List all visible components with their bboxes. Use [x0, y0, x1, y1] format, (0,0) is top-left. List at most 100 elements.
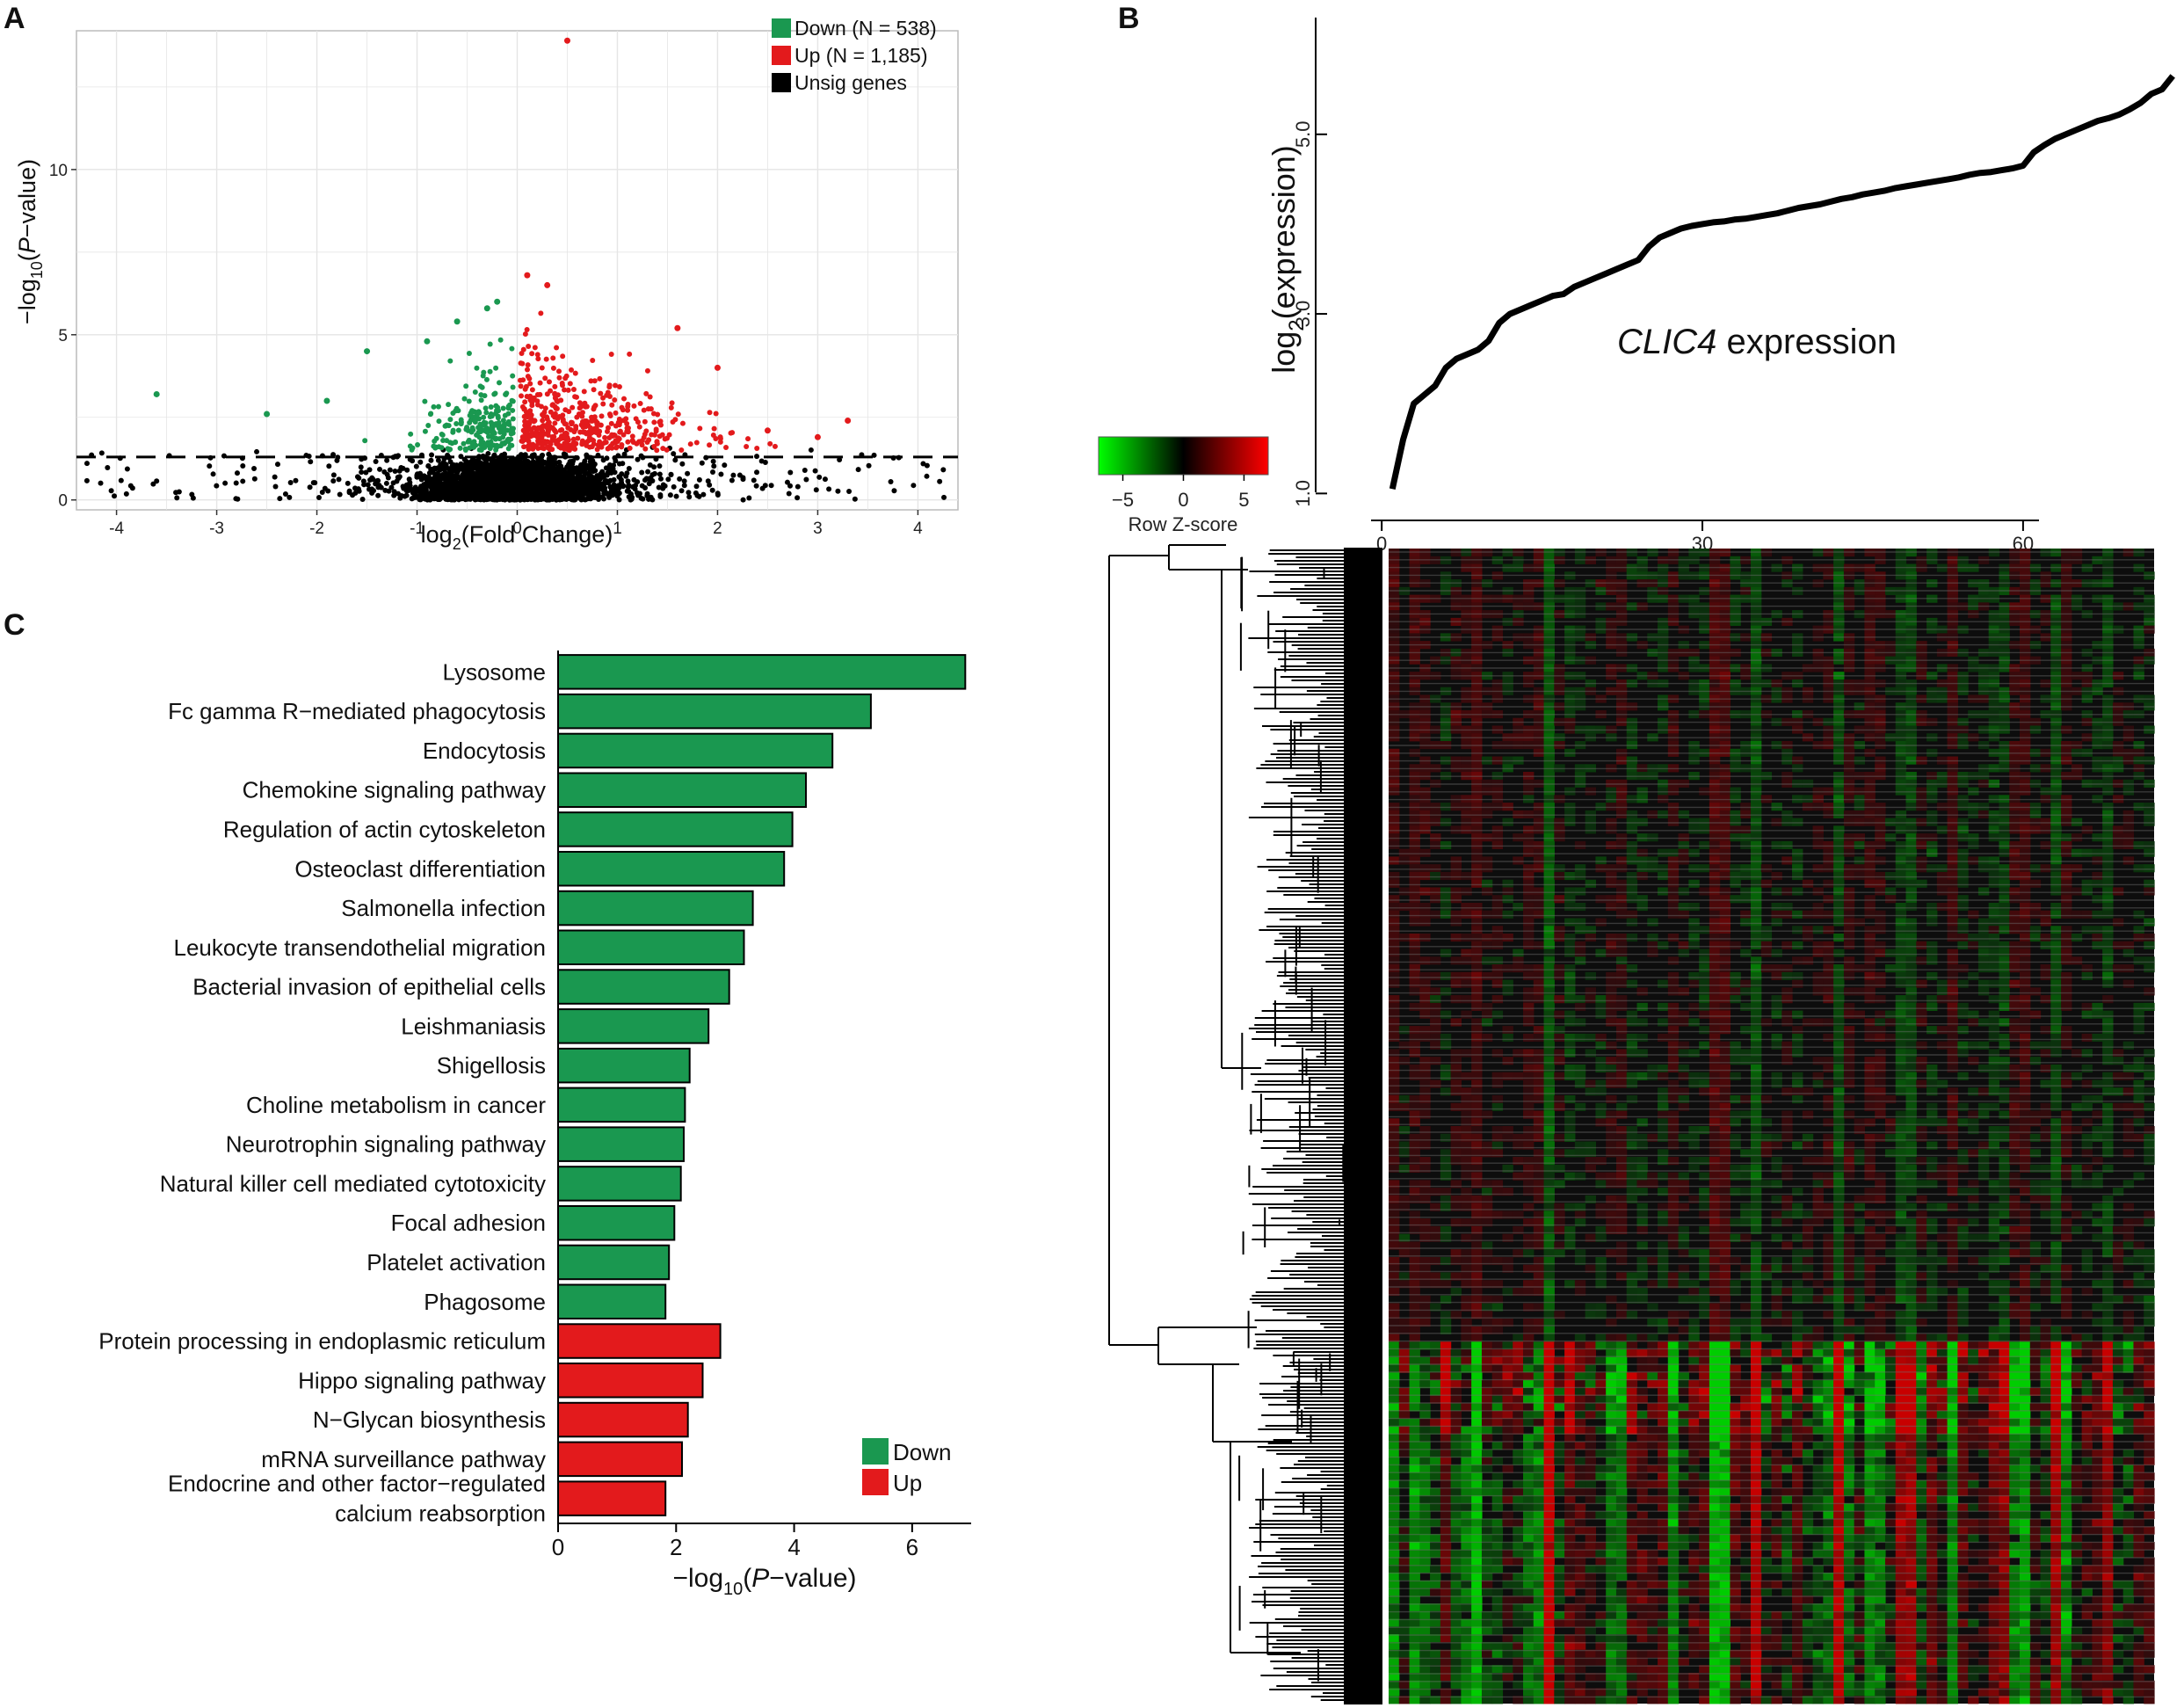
volcano-x-tick-label: 1 [613, 520, 622, 538]
volcano-point-up [599, 444, 605, 450]
volcano-point-unsig [574, 454, 580, 461]
volcano-point-unsig [710, 469, 716, 475]
volcano-point-up [600, 395, 606, 401]
volcano-point-up [606, 384, 613, 390]
volcano-point-up [649, 432, 655, 438]
volcano-point-down [455, 427, 461, 433]
volcano-point-up [697, 425, 703, 432]
volcano-point-unsig [547, 492, 553, 498]
volcano-point-unsig [662, 483, 668, 489]
volcano-point-up [544, 439, 550, 445]
volcano-point-up [570, 440, 577, 447]
volcano-point-up [519, 393, 525, 399]
volcano-point-unsig [475, 476, 481, 482]
volcano-point-up [814, 433, 821, 440]
volcano-point-up [543, 356, 549, 362]
volcano-point-up [641, 407, 647, 413]
volcano-point-up [541, 423, 547, 429]
volcano-point-unsig [812, 468, 818, 474]
volcano-point-unsig [584, 496, 591, 502]
volcano-point-up [615, 435, 621, 441]
volcano-point-unsig [642, 485, 649, 491]
volcano-point-unsig [457, 487, 463, 493]
volcano-point-unsig [640, 496, 646, 502]
volcano-point-unsig [634, 490, 640, 496]
volcano-point-unsig [523, 476, 529, 483]
volcano-point-unsig [174, 495, 180, 501]
volcano-point-up [579, 418, 585, 425]
volcano-point-down [489, 413, 495, 419]
volcano-point-unsig [272, 483, 279, 490]
volcano-point-up [597, 375, 603, 382]
volcano-point-unsig [504, 477, 511, 483]
volcano-point-unsig [715, 491, 721, 497]
volcano-point-unsig [808, 447, 814, 453]
volcano-point-down [446, 402, 452, 408]
volcano-point-unsig [525, 490, 531, 496]
volcano-point-unsig [835, 488, 841, 494]
volcano-point-up [624, 421, 630, 427]
colorbar-gradient [1098, 436, 1269, 476]
volcano-point-up [675, 411, 681, 418]
volcano-point-unsig [940, 467, 947, 473]
volcano-point-down [488, 419, 494, 425]
volcano-point-unsig [494, 470, 500, 476]
volcano-point-up [534, 398, 541, 404]
volcano-point-unsig [740, 497, 746, 503]
volcano-point-unsig [722, 462, 728, 469]
volcano-point-unsig [580, 468, 586, 474]
volcano-point-unsig [458, 454, 464, 460]
volcano-point-unsig [452, 473, 458, 479]
volcano-point-down [450, 410, 456, 416]
volcano-point-unsig [254, 448, 260, 454]
volcano-point-down [432, 438, 438, 444]
volcano-point-unsig [924, 473, 930, 479]
volcano-point-down [422, 398, 428, 404]
volcano-point-up [620, 407, 626, 413]
volcano-point-up [534, 392, 541, 398]
volcano-point-unsig [657, 471, 663, 477]
volcano-point-unsig [577, 482, 583, 488]
volcano-point-unsig [705, 478, 711, 484]
volcano-point-down [431, 443, 437, 449]
volcano-point-unsig [657, 476, 664, 482]
volcano-point-unsig [758, 458, 765, 464]
legend-unsig-swatch [772, 73, 791, 92]
volcano-point-unsig [694, 492, 700, 498]
volcano-point-unsig [469, 493, 475, 499]
volcano-point-unsig [516, 478, 522, 484]
volcano-point-unsig [599, 494, 606, 500]
volcano-point-down [450, 427, 456, 433]
volcano-point-unsig [433, 494, 439, 500]
volcano-point-up [600, 401, 606, 407]
volcano-point-down [486, 440, 492, 447]
volcano-point-unsig [611, 482, 617, 488]
volcano-point-down [467, 419, 473, 425]
volcano-point-up [524, 428, 530, 434]
volcano-point-up [520, 346, 526, 353]
volcano-point-up [627, 445, 633, 451]
volcano-point-down [476, 447, 483, 453]
volcano-point-unsig [646, 481, 652, 487]
volcano-point-up [555, 416, 561, 422]
volcano-point-unsig [469, 457, 475, 463]
volcano-point-unsig [272, 474, 278, 480]
volcano-point-unsig [360, 478, 366, 484]
volcano-point-unsig [287, 480, 294, 486]
volcano-point-up [560, 353, 566, 360]
volcano-point-unsig [699, 460, 705, 466]
volcano-point-unsig [124, 466, 130, 472]
volcano-point-unsig [118, 477, 124, 483]
volcano-point-unsig [740, 476, 746, 483]
volcano-point-unsig [537, 476, 543, 482]
volcano-point-unsig [240, 478, 246, 484]
volcano-point-down [153, 390, 160, 397]
volcano-point-up [519, 434, 526, 440]
clic4-expression-plot: 1.03.05.0 0 30 60 log2(expression) CLIC4 e… [1266, 18, 2175, 555]
volcano-point-down [453, 405, 460, 411]
volcano-point-down [497, 423, 503, 429]
volcano-point-down [481, 420, 487, 426]
volcano-point-unsig [888, 478, 894, 484]
volcano-point-unsig [319, 490, 325, 496]
